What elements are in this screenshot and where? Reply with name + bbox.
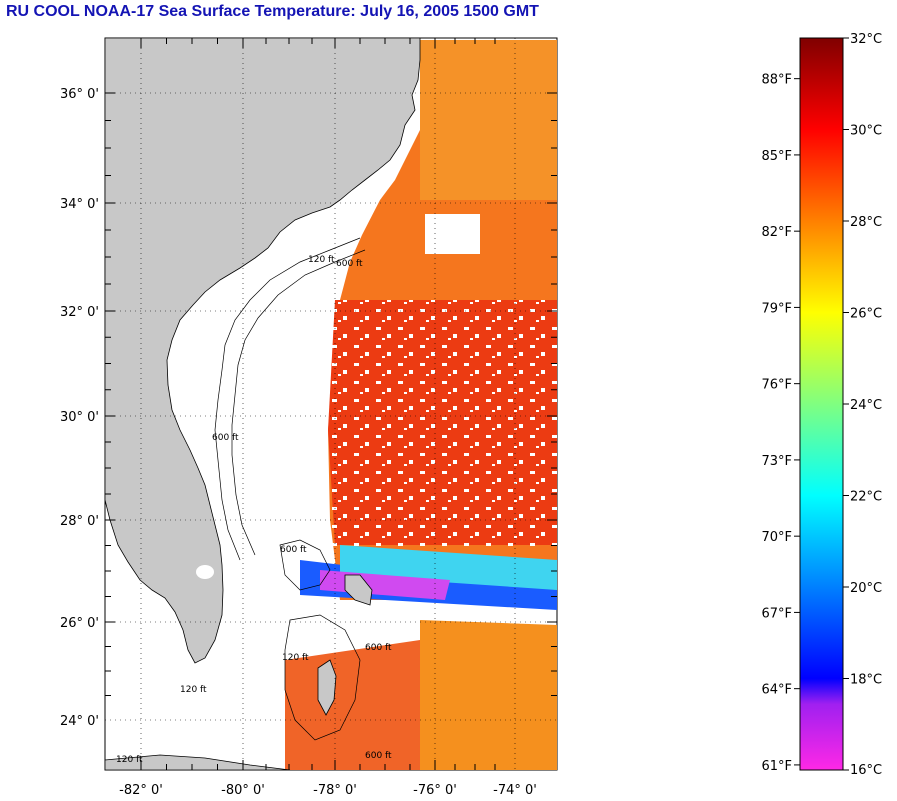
- land-cuba: [105, 754, 291, 770]
- fahrenheit-label: 76°F: [761, 378, 792, 393]
- lat-label: 36° 0': [60, 87, 99, 102]
- fahrenheit-label: 61°F: [761, 759, 792, 774]
- lat-label: 28° 0': [60, 514, 99, 529]
- celsius-label: 30°C: [850, 124, 882, 139]
- fahrenheit-label: 70°F: [761, 530, 792, 545]
- map-panel: 120 ft 600 ft 600 ft 120 ft 600 ft 120 f…: [60, 37, 558, 798]
- axis-ticks: [105, 38, 557, 770]
- celsius-label: 18°C: [850, 673, 882, 688]
- contour-labels: 120 ft 600 ft 600 ft 120 ft 600 ft 120 f…: [116, 255, 392, 765]
- celsius-label: 26°C: [850, 307, 882, 322]
- contour-andros: [284, 614, 361, 741]
- celsius-label: 32°C: [850, 32, 882, 47]
- celsius-label: 22°C: [850, 490, 882, 505]
- sst-south-orange: [420, 620, 557, 770]
- contour-label: 600 ft: [365, 751, 392, 761]
- colorbar-gradient: [799, 37, 844, 771]
- lon-label: -74° 0': [493, 783, 537, 798]
- cloud-speckle: [330, 300, 557, 550]
- lon-label: -76° 0': [413, 783, 457, 798]
- fahrenheit-label: 73°F: [761, 454, 792, 469]
- fahrenheit-label: 82°F: [761, 225, 792, 240]
- colorbar-celsius-labels: 32°C 30°C 28°C 26°C 24°C 22°C 20°C 18°C 16°C: [843, 32, 882, 778]
- lat-label: 24° 0': [60, 714, 99, 729]
- contour-label: 120 ft: [282, 653, 309, 663]
- lake-okeechobee: [196, 565, 214, 579]
- fahrenheit-label: 88°F: [761, 73, 792, 88]
- celsius-label: 16°C: [850, 763, 882, 778]
- contour-120ft: [214, 237, 361, 561]
- land-us-coast: [105, 38, 421, 664]
- fahrenheit-label: 79°F: [761, 301, 792, 316]
- fahrenheit-label: 64°F: [761, 683, 792, 698]
- colorbar: 32°C 30°C 28°C 26°C 24°C 22°C 20°C 18°C 16°C 88°…: [761, 32, 882, 778]
- contour-600ft: [231, 249, 366, 556]
- land-andros: [317, 659, 337, 716]
- land-grand-bahama: [344, 574, 373, 606]
- contour-label: 600 ft: [336, 259, 363, 269]
- celsius-label: 20°C: [850, 581, 882, 596]
- latitude-labels: 36° 0' 34° 0' 32° 0' 30° 0' 28° 0' 26° 0' 24° …: [60, 87, 99, 729]
- lon-label: -78° 0': [313, 783, 357, 798]
- lon-label: -82° 0': [119, 783, 163, 798]
- map-title: RU COOL NOAA-17 Sea Surface Temperature:…: [6, 3, 539, 20]
- celsius-label: 28°C: [850, 215, 882, 230]
- contour-label: 120 ft: [116, 755, 143, 765]
- contour-label: 600 ft: [212, 433, 239, 443]
- graticule: [105, 38, 557, 770]
- cloud-gap: [425, 214, 480, 254]
- lon-label: -80° 0': [221, 783, 265, 798]
- longitude-labels: -82° 0' -80° 0' -78° 0' -76° 0' -74° 0': [119, 783, 537, 798]
- contour-label: 600 ft: [280, 545, 307, 555]
- lat-label: 34° 0': [60, 197, 99, 212]
- contour-label: 600 ft: [365, 643, 392, 653]
- colorbar-fahrenheit-labels: 88°F 85°F 82°F 79°F 76°F 73°F 70°F 67°F 64°F 61°F: [761, 73, 800, 774]
- sst-north-orange: [420, 40, 557, 200]
- contour-label: 120 ft: [180, 685, 207, 695]
- fahrenheit-label: 67°F: [761, 606, 792, 621]
- map-content: [105, 38, 557, 770]
- lat-label: 26° 0': [60, 616, 99, 631]
- lat-label: 32° 0': [60, 305, 99, 320]
- fahrenheit-label: 85°F: [761, 149, 792, 164]
- celsius-label: 24°C: [850, 398, 882, 413]
- contour-bahamas: [279, 539, 331, 591]
- contour-label: 120 ft: [308, 255, 335, 265]
- lat-label: 30° 0': [60, 410, 99, 425]
